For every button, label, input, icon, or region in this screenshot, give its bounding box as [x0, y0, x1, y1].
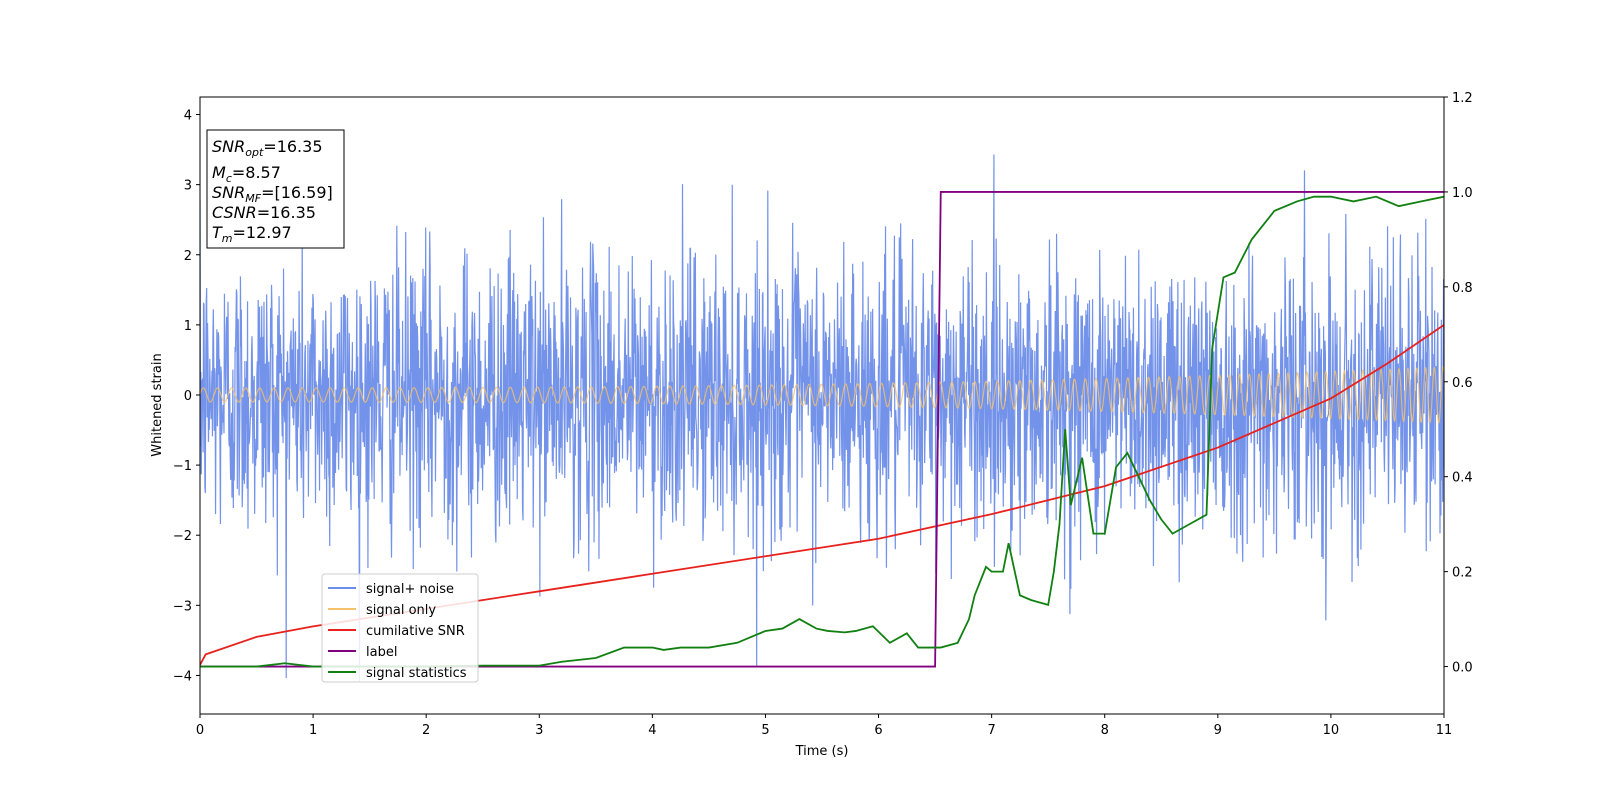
y-left-tick-label: 1 — [184, 319, 192, 334]
x-tick-label: 8 — [1101, 723, 1109, 738]
info-mc: Mc=8.57 — [212, 163, 281, 185]
x-tick-label: 6 — [874, 723, 882, 738]
y-right-tick-label: 0.6 — [1452, 376, 1473, 391]
x-tick-label: 4 — [648, 723, 656, 738]
info-tm-sub: m — [222, 232, 233, 245]
legend-label: signal statistics — [366, 666, 467, 681]
axes-layer: 0 1 2 3 4 5 6 7 8 9 10 11 −4 −3 −2 −1 0 1 2 3 4 0.0 0.2 0.4 0.6 0… — [173, 91, 1473, 738]
y-left-tick-label: −1 — [173, 459, 192, 474]
y-right-tick-label: 0.4 — [1452, 471, 1473, 486]
y-left-tick-label: 0 — [184, 389, 192, 404]
plot-frame — [199, 96, 1445, 715]
series-label — [200, 191, 1444, 668]
x-tick-label: 7 — [987, 723, 995, 738]
info-snr-mf-label: SNR — [212, 183, 245, 202]
info-mc-label: M — [212, 163, 226, 182]
x-tick-label: 9 — [1214, 723, 1222, 738]
info-snr-mf-value: =[16.59] — [261, 183, 333, 202]
legend-entries: signal+ noise signal only cumilative SNR la… — [328, 582, 467, 681]
info-csnr-value: =16.35 — [257, 203, 316, 222]
y-left-tick-label: 3 — [184, 179, 192, 194]
series-signal-only — [200, 366, 1444, 424]
info-mc-sub: c — [226, 172, 232, 185]
y-left-tick-label: 2 — [184, 249, 192, 264]
y-right-tick-label: 1.2 — [1452, 91, 1473, 106]
series-layer — [200, 154, 1444, 683]
info-tm: Tm=12.97 — [212, 223, 292, 245]
info-csnr: CSNR=16.35 — [212, 203, 316, 222]
y-left-tick-label: −2 — [173, 529, 192, 544]
series-signal-noise — [200, 154, 1444, 683]
x-tick-label: 0 — [196, 723, 204, 738]
info-box: SNRopt=16.35 Mc=8.57 SNRMF=[16.59] CSNR=… — [206, 129, 345, 249]
y-right-tick-label: 0.2 — [1452, 566, 1473, 581]
info-snr-mf: SNRMF=[16.59] — [212, 183, 333, 205]
series-signal-statistics — [200, 195, 1444, 668]
y-right-tick-label: 0.0 — [1452, 661, 1473, 676]
y-left-tick-label: 4 — [184, 109, 192, 124]
series-cumulative-snr — [200, 324, 1444, 666]
info-snr-opt-sub: opt — [245, 146, 264, 159]
y-left-tick-label: −3 — [173, 599, 192, 614]
legend: signal+ noise signal only cumilative SNR la… — [321, 573, 479, 683]
legend-label: label — [366, 645, 397, 660]
info-snr-opt-value: =16.35 — [263, 137, 322, 156]
x-tick-label: 11 — [1436, 723, 1453, 738]
info-snr-mf-sub: MF — [245, 192, 261, 205]
x-tick-label: 3 — [535, 723, 543, 738]
y-axis-label: Whitened strain — [150, 353, 165, 456]
legend-label: signal+ noise — [366, 582, 454, 597]
legend-label: signal only — [366, 603, 436, 618]
info-box-frame — [206, 129, 345, 249]
legend-label: cumilative SNR — [366, 624, 465, 639]
x-axis-label: Time (s) — [795, 744, 849, 759]
info-snr-opt-label: SNR — [212, 137, 245, 156]
x-tick-label: 5 — [761, 723, 769, 738]
info-csnr-label: CSNR — [212, 203, 257, 222]
y-left-tick-label: −4 — [173, 669, 192, 684]
y-right-tick-label: 0.8 — [1452, 281, 1473, 296]
info-snr-opt: SNRopt=16.35 — [212, 137, 323, 159]
info-tm-value: =12.97 — [233, 223, 292, 242]
x-tick-label: 10 — [1323, 723, 1340, 738]
x-tick-label: 2 — [422, 723, 430, 738]
y-right-tick-label: 1.0 — [1452, 186, 1473, 201]
legend-frame — [321, 573, 479, 683]
x-tick-label: 1 — [309, 723, 317, 738]
info-tm-label: T — [212, 223, 223, 242]
info-mc-value: =8.57 — [232, 163, 281, 182]
